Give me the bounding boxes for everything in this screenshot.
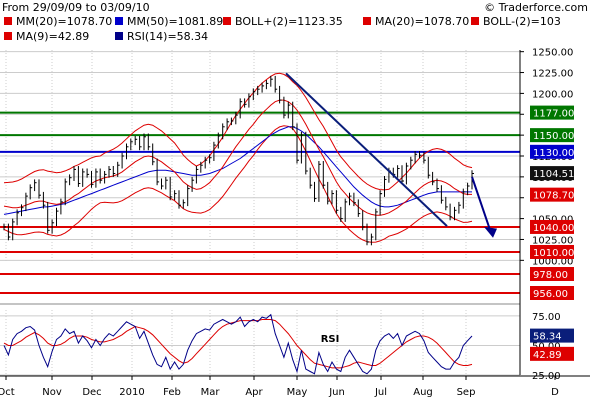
legend-swatch	[115, 17, 123, 25]
value-tag	[530, 187, 574, 202]
legend-swatch	[363, 17, 371, 25]
rsi-annotation: RSI	[321, 334, 340, 345]
value-tag-text: 1078.70	[533, 191, 574, 202]
bollinger-upper	[3, 72, 473, 191]
y-tick-label: 1200.00	[532, 89, 573, 100]
x-tick-label: Sep	[457, 387, 476, 398]
source-credit: © Traderforce.com	[484, 1, 588, 14]
legend-entry: BOLL-(2)=103	[483, 15, 561, 28]
y-tick-label: 1000.00	[532, 256, 573, 267]
legend-swatch	[4, 32, 12, 40]
value-tag-text: 1130.00	[533, 148, 574, 159]
trend-line	[285, 72, 448, 227]
x-tick-label: Apr	[245, 387, 263, 398]
value-tag	[530, 128, 574, 143]
x-tick-label: Jul	[374, 387, 387, 398]
value-tag	[530, 144, 574, 159]
value-tag-text: 1177.00	[533, 109, 574, 120]
legend-swatch	[115, 32, 123, 40]
rsi-ma-line	[3, 319, 473, 369]
value-tag	[530, 267, 574, 281]
value-tag	[530, 346, 574, 361]
rsi-line	[3, 313, 473, 375]
legend-entry: MM(50)=1081.89	[127, 15, 223, 28]
bollinger-lower	[3, 125, 473, 243]
value-tag	[530, 286, 574, 300]
legend-swatch	[223, 17, 231, 25]
date-range-label: From 29/09/09 to 03/09/10	[2, 1, 150, 14]
legend-swatch	[4, 17, 12, 25]
value-tag	[530, 219, 574, 234]
x-tick-label: May	[287, 387, 308, 398]
legend-swatch	[471, 17, 479, 25]
x-tick-label: Aug	[413, 387, 433, 398]
x-tick-label: Jun	[328, 387, 345, 398]
legend-entry: MA(9)=42.89	[16, 30, 89, 43]
rsi-panel	[0, 303, 520, 375]
value-tag	[530, 244, 574, 259]
legend-entry: BOLL+(2)=1123.35	[235, 15, 343, 28]
price-series	[3, 72, 497, 246]
value-tag-text: 1150.00	[533, 131, 574, 142]
legend-entry: RSI(14)=58.34	[127, 30, 208, 43]
value-tag	[530, 105, 574, 120]
y-tick-label: 1250.00	[532, 48, 573, 59]
x-tick-label: Dec	[82, 387, 101, 398]
value-tag-text: 1104.51	[533, 169, 574, 180]
forecast-arrow-shaft	[471, 176, 492, 234]
x-tick-label: Oct	[0, 387, 15, 398]
x-tick-label: 2010	[119, 387, 144, 398]
value-tag	[530, 166, 574, 181]
value-tag-text: 42.89	[533, 350, 562, 361]
value-tag-text: 956.00	[533, 289, 568, 300]
rsi-tick-label: 75.00	[532, 312, 561, 323]
ma20-line	[3, 99, 472, 216]
x-tick-label: D	[551, 387, 559, 398]
value-tag	[530, 328, 574, 343]
value-tag-text: 978.00	[533, 270, 568, 281]
mm50-line	[3, 126, 472, 215]
value-tag-text: 58.34	[533, 332, 562, 343]
forecast-arrow-head	[484, 226, 497, 238]
x-tick-label: Feb	[163, 387, 181, 398]
y-tick-label: 1225.00	[532, 69, 573, 80]
support-resistance-levels	[0, 111, 520, 294]
x-tick-label: Mar	[201, 387, 221, 398]
y-tick-label: 1025.00	[532, 235, 573, 246]
rsi-tick-label: 25.00	[532, 371, 561, 382]
legend-entry: MA(20)=1078.70	[375, 15, 469, 28]
legend: MM(20)=1078.70 MM(50)=1081.89 BOLL+(2)=112…	[4, 15, 561, 43]
value-tag-text: 1010.00	[533, 248, 574, 259]
legend-entry: MM(20)=1078.70	[16, 15, 112, 28]
x-tick-label: Nov	[42, 387, 62, 398]
value-labels: 1177.00 1150.00 1130.00 1040.00 1010.00 978.0…	[530, 105, 574, 361]
value-tag-text: 1040.00	[533, 223, 574, 234]
